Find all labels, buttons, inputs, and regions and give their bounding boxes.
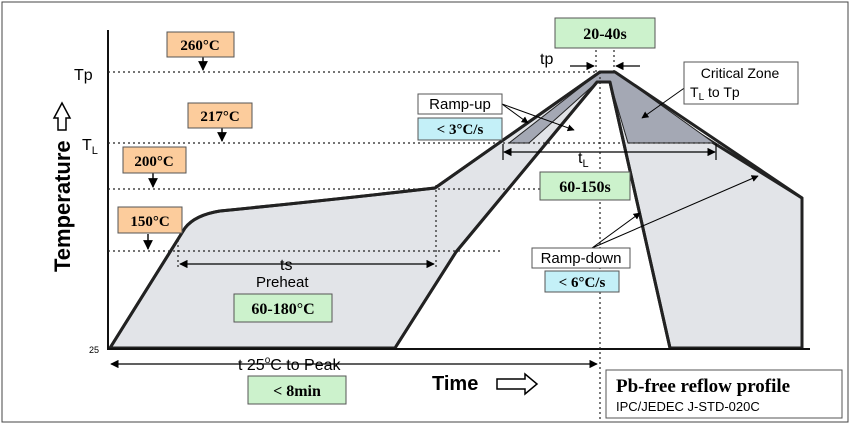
ramp-up-leader-1 [501, 103, 529, 124]
svg-text:TL to Tp: TL to Tp [690, 84, 740, 103]
preheat-label: Preheat [256, 274, 309, 291]
ramp-up-leader-2 [501, 103, 575, 132]
ts-label: ts [280, 257, 292, 274]
total-time-box: < 8min [247, 375, 347, 405]
svg-text:60-150s: 60-150s [559, 179, 611, 196]
t217-box: 217°C [187, 102, 253, 129]
y-axis-label: Temperature [50, 140, 75, 272]
t150-box: 150°C [117, 206, 183, 234]
svg-text:20-40s: 20-40s [583, 26, 627, 43]
svg-text:Critical Zone: Critical Zone [701, 65, 780, 81]
t260-box: 260°C [166, 31, 235, 58]
svg-text:Ramp-up: Ramp-up [429, 96, 491, 113]
svg-text:200°C: 200°C [134, 154, 173, 170]
tl-small-label: tL [578, 150, 589, 170]
ramp-down-leader-1 [591, 212, 641, 249]
ramp-up-rate-box: < 3°C/s [417, 117, 503, 141]
critical-zone-leader [641, 83, 691, 119]
peak-time-box: 20-40s [554, 17, 656, 49]
svg-text:217°C: 217°C [200, 109, 239, 125]
tp-axis-label: Tp [74, 67, 93, 84]
tl-axis-label: TL [82, 137, 98, 157]
ramp-up-label: Ramp-up [417, 93, 503, 115]
ramp-down-leader-2 [591, 175, 759, 249]
x-axis-arrow-icon [496, 372, 539, 396]
tl-time-box: 60-150s [539, 171, 631, 201]
svg-text:< 3°C/s: < 3°C/s [437, 122, 484, 138]
svg-text:60-180°C: 60-180°C [251, 301, 314, 318]
svg-text:< 8min: < 8min [273, 383, 321, 400]
svg-text:150°C: 150°C [130, 214, 169, 230]
svg-text:260°C: 260°C [180, 38, 219, 54]
tp-small-label: tp [540, 51, 553, 68]
svg-text:Ramp-down: Ramp-down [541, 250, 622, 267]
ramp-down-rate-box: < 6°C/s [544, 270, 620, 293]
y-min-label: 25 [89, 345, 99, 355]
t200-box: 200°C [122, 146, 187, 174]
critical-zone-box: Critical Zone TL to Tp [683, 61, 799, 105]
title-box: Pb-free reflow profile IPC/JEDEC J-STD-0… [605, 369, 843, 419]
ramp-down-label: Ramp-down [531, 247, 631, 269]
title-main: Pb-free reflow profile [616, 376, 790, 397]
profile-outline [108, 70, 804, 350]
y-axis-arrow-icon [52, 101, 72, 131]
preheat-temp-box: 60-180°C [233, 293, 333, 323]
total-time-label: t 25oC to Peak [238, 355, 342, 374]
title-sub: IPC/JEDEC J-STD-020C [616, 399, 760, 414]
svg-text:< 6°C/s: < 6°C/s [559, 275, 606, 291]
x-axis-label: Time [432, 373, 478, 395]
